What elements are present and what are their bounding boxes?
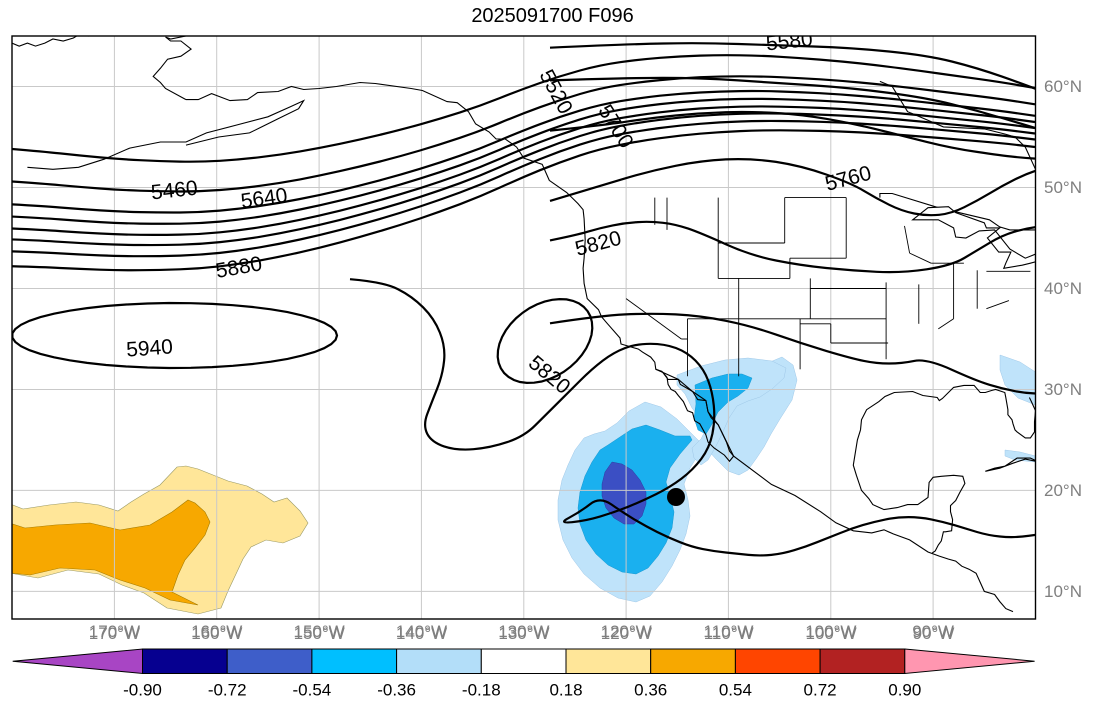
svg-text:40°N: 40°N [1044,279,1082,298]
svg-text:-0.72: -0.72 [208,681,247,700]
svg-text:130°W: 130°W [498,624,549,643]
svg-text:160°W: 160°W [191,624,242,643]
svg-text:30°N: 30°N [1044,380,1082,399]
svg-text:110°W: 110°W [704,624,754,643]
svg-text:5940: 5940 [125,335,173,361]
svg-text:100°W: 100°W [805,624,856,643]
svg-text:20°N: 20°N [1044,481,1082,500]
svg-text:90°W: 90°W [913,624,955,643]
svg-text:-0.90: -0.90 [123,681,162,700]
svg-text:0.36: 0.36 [634,681,667,700]
svg-text:170°W: 170°W [89,624,140,643]
svg-text:-0.54: -0.54 [293,681,332,700]
svg-text:120°W: 120°W [601,624,652,643]
svg-text:5460: 5460 [150,177,199,205]
svg-text:0.72: 0.72 [804,681,837,700]
svg-text:-0.36: -0.36 [377,681,416,700]
svg-text:60°N: 60°N [1044,77,1082,96]
svg-text:150°W: 150°W [294,624,345,643]
svg-text:0.54: 0.54 [719,681,752,700]
svg-text:0.18: 0.18 [549,681,582,700]
svg-text:0.90: 0.90 [888,681,921,700]
svg-text:5580: 5580 [765,28,814,56]
svg-text:-0.18: -0.18 [462,681,501,700]
svg-text:50°N: 50°N [1044,178,1082,197]
svg-text:140°W: 140°W [396,624,447,643]
svg-text:10°N: 10°N [1044,582,1082,601]
